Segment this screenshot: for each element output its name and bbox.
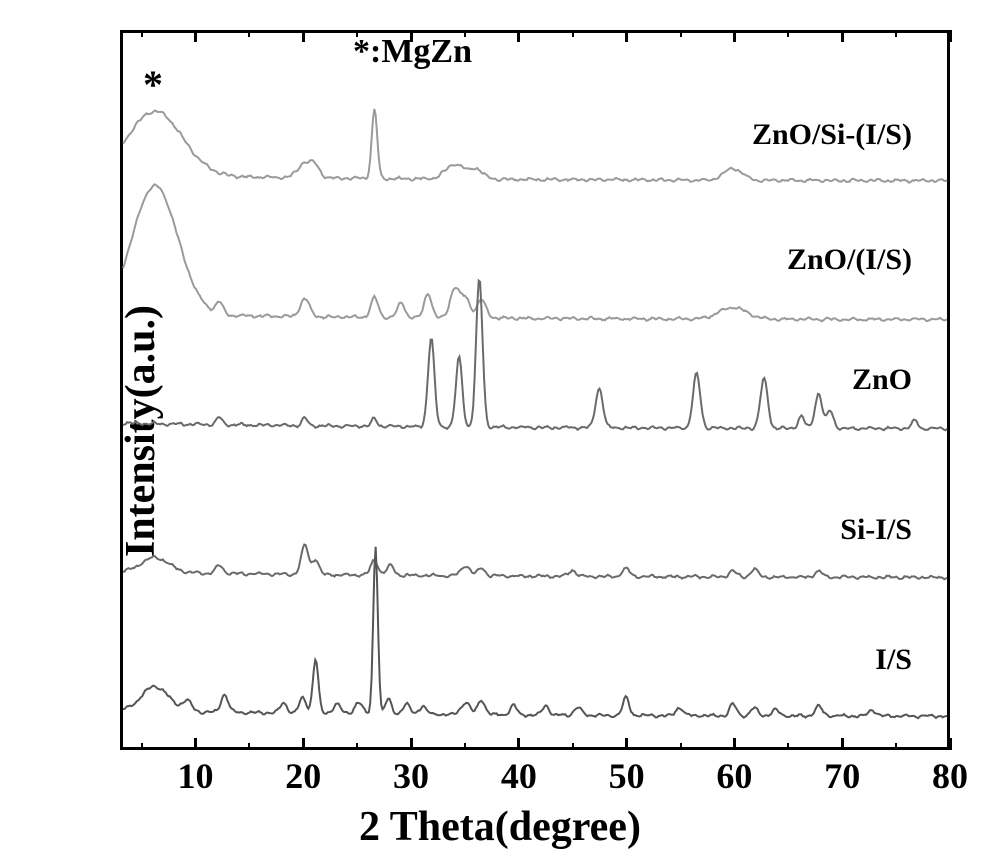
x-tick-60: 60	[716, 755, 752, 797]
x-tick-30: 30	[393, 755, 429, 797]
chart-frame: *:MgZn * ZnO/Si-(I/S)ZnO/(I/S)ZnOSi-I/SI…	[120, 30, 950, 750]
series-label-ZnO: ZnO	[852, 363, 912, 397]
x-tick-20: 20	[285, 755, 321, 797]
x-tick-mark	[625, 738, 628, 750]
x-tick-80: 80	[932, 755, 968, 797]
x-tick-mark	[517, 738, 520, 750]
series-label-Si-I/S: Si-I/S	[840, 513, 912, 547]
trace-Si-I/S	[123, 545, 947, 580]
x-tick-mark	[949, 738, 952, 750]
asterisk-marker: *	[143, 61, 163, 108]
x-tick-50: 50	[609, 755, 645, 797]
series-label-ZnO/Si-(I/S): ZnO/Si-(I/S)	[752, 118, 912, 152]
trace-ZnO	[123, 281, 947, 431]
x-tick-mark	[302, 738, 305, 750]
series-label-ZnO/(I/S): ZnO/(I/S)	[787, 243, 912, 277]
x-tick-mark	[733, 738, 736, 750]
x-tick-mark	[841, 738, 844, 750]
x-tick-70: 70	[824, 755, 860, 797]
x-tick-mark	[194, 738, 197, 750]
series-label-I/S: I/S	[875, 643, 912, 677]
x-tick-40: 40	[501, 755, 537, 797]
x-tick-labels: 1020304050607080	[120, 755, 950, 795]
trace-I/S	[123, 547, 947, 718]
x-axis-label: 2 Theta(degree)	[359, 803, 641, 851]
x-tick-10: 10	[177, 755, 213, 797]
x-tick-mark	[410, 738, 413, 750]
